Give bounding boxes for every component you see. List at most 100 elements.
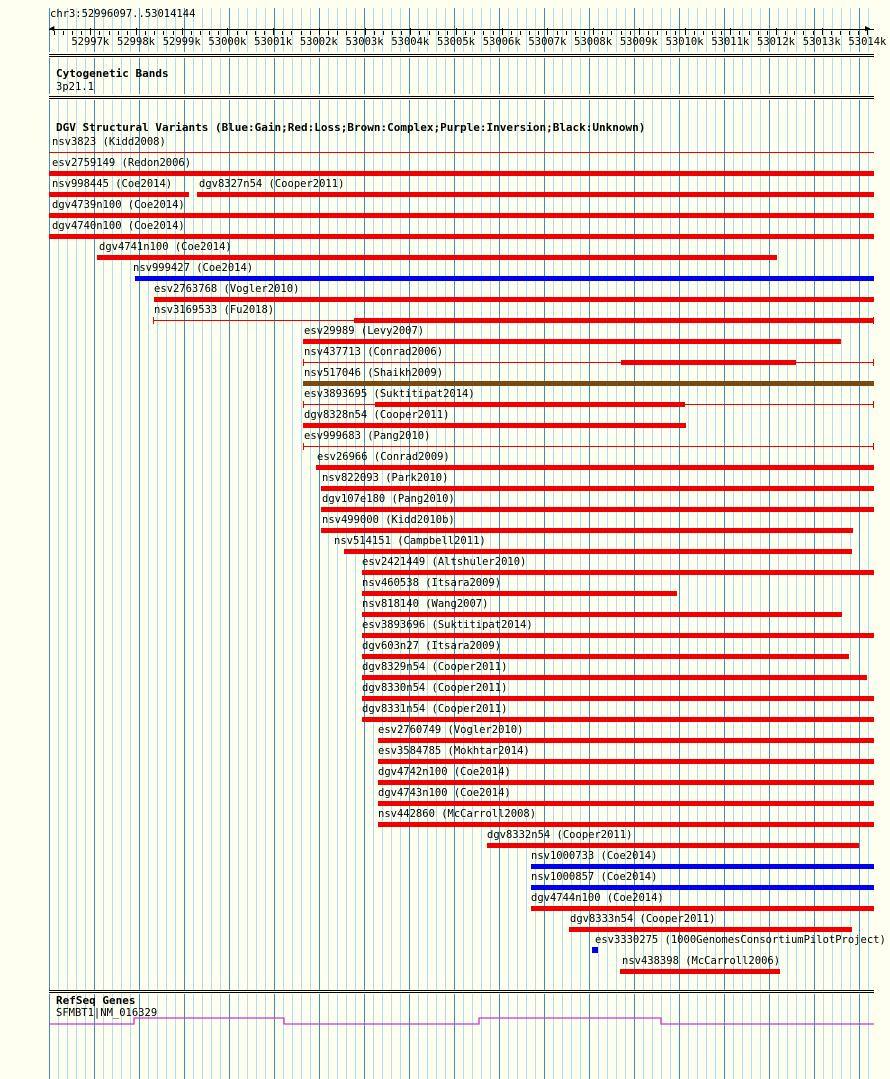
variant-bar[interactable] (531, 906, 874, 911)
variant-row[interactable]: nsv499000 (Kidd2010b) (49, 514, 874, 535)
variant-row[interactable]: esv3330275 (1000GenomesConsortiumPilotPr… (49, 934, 886, 955)
variant-bar[interactable] (378, 759, 874, 764)
variant-bar[interactable] (620, 969, 780, 974)
variant-row[interactable]: nsv1000733 (Coe2014) (49, 850, 874, 871)
variant-thin-line[interactable] (303, 362, 874, 363)
variant-row[interactable]: nsv818140 (Wang2007) (49, 598, 874, 619)
variant-bar[interactable] (378, 801, 874, 806)
variant-row[interactable]: nsv1000857 (Coe2014) (49, 871, 874, 892)
variant-row[interactable]: esv2760749 (Vogler2010) (49, 724, 874, 745)
variant-bar[interactable] (378, 822, 874, 827)
variant-row[interactable]: esv3584785 (Mokhtar2014) (49, 745, 874, 766)
ruler-major-tick (273, 28, 275, 35)
ruler-minor-tick (373, 31, 375, 35)
variant-row[interactable]: dgv8330n54 (Cooper2011) (49, 682, 874, 703)
variant-row[interactable]: nsv3169533 (Fu2018) (49, 304, 874, 325)
ruler-minor-tick (346, 31, 348, 35)
variant-row[interactable]: nsv998445 (Coe2014) (49, 178, 874, 199)
ruler-minor-tick (529, 31, 531, 35)
ruler-major-tick (410, 28, 412, 35)
variant-bar[interactable] (321, 528, 853, 533)
variant-bar[interactable] (321, 486, 874, 491)
ruler-minor-tick (172, 31, 174, 35)
variant-bar[interactable] (378, 738, 874, 743)
variant-bar[interactable] (49, 192, 189, 197)
variant-row[interactable]: nsv442860 (McCarroll2008) (49, 808, 874, 829)
variant-row[interactable]: esv3893695 (Suktitipat2014) (49, 388, 874, 409)
variant-bar[interactable] (362, 633, 874, 638)
variant-row[interactable]: nsv822093 (Park2010) (49, 472, 874, 493)
variant-label: dgv8332n54 (Cooper2011) (487, 829, 633, 841)
variant-bar[interactable] (49, 213, 874, 218)
variant-label: nsv1000857 (Coe2014) (531, 871, 658, 883)
variant-segment-bar[interactable] (375, 402, 685, 407)
variant-point-marker[interactable] (592, 947, 598, 953)
variant-bar[interactable] (362, 612, 842, 617)
ruler-tick-label: 52997k (71, 36, 110, 48)
variant-bar[interactable] (531, 864, 874, 869)
variant-bar[interactable] (362, 696, 874, 701)
variant-row[interactable]: nsv460538 (Itsara2009) (49, 577, 874, 598)
variant-bar[interactable] (362, 570, 874, 575)
variant-bar[interactable] (303, 339, 841, 344)
variant-bar[interactable] (362, 717, 874, 722)
variant-bar[interactable] (97, 255, 777, 260)
variant-row[interactable]: dgv4741n100 (Coe2014) (49, 241, 874, 262)
variant-label: nsv517046 (Shaikh2009) (304, 367, 444, 379)
variant-row[interactable]: nsv437713 (Conrad2006) (49, 346, 874, 367)
variant-row[interactable]: dgv4742n100 (Coe2014) (49, 766, 874, 787)
variant-row[interactable]: dgv4743n100 (Coe2014) (49, 787, 874, 808)
variant-bar[interactable] (197, 192, 874, 197)
variant-bar[interactable] (49, 234, 874, 239)
variant-row[interactable]: esv999683 (Pang2010) (49, 430, 874, 451)
variant-row[interactable]: esv2763768 (Vogler2010) (49, 283, 874, 304)
variant-bar[interactable] (569, 927, 852, 932)
variant-row[interactable]: esv3893696 (Suktitipat2014) (49, 619, 874, 640)
variant-bar[interactable] (362, 591, 677, 596)
variant-row[interactable]: dgv8328n54 (Cooper2011) (49, 409, 874, 430)
variant-row[interactable]: dgv8331n54 (Cooper2011) (49, 703, 874, 724)
variant-row[interactable]: dgv603n27 (Itsara2009) (49, 640, 874, 661)
refseq-transcript-line[interactable] (49, 1017, 874, 1025)
variant-row[interactable]: dgv107e180 (Pang2010) (49, 493, 874, 514)
variant-row[interactable]: dgv8333n54 (Cooper2011) (49, 913, 874, 934)
variant-thin-line[interactable] (49, 152, 874, 153)
variant-bar[interactable] (487, 843, 859, 848)
variant-bar[interactable] (303, 381, 874, 386)
variant-row[interactable]: dgv4740n100 (Coe2014) (49, 220, 874, 241)
variant-bar[interactable] (49, 171, 874, 176)
ruler-minor-tick (657, 31, 659, 35)
variant-row[interactable]: dgv8332n54 (Cooper2011) (49, 829, 874, 850)
ruler-minor-tick (126, 31, 128, 35)
variant-label: dgv4742n100 (Coe2014) (378, 766, 511, 778)
variant-bar[interactable] (316, 465, 874, 470)
variant-bar[interactable] (531, 885, 874, 890)
variant-segment-bar[interactable] (621, 360, 796, 365)
variant-row[interactable]: esv2421449 (Altshuler2010) (49, 556, 874, 577)
variant-row[interactable]: esv26966 (Conrad2009) (49, 451, 874, 472)
variant-row[interactable]: nsv999427 (Coe2014) (49, 262, 874, 283)
variant-row[interactable]: dgv4739n100 (Coe2014) (49, 199, 874, 220)
variant-bar[interactable] (321, 507, 874, 512)
variant-thin-line[interactable] (303, 446, 874, 447)
variant-segment-bar[interactable] (354, 318, 874, 323)
variant-label: esv2763768 (Vogler2010) (154, 283, 300, 295)
refseq-gene-model[interactable] (49, 1014, 874, 1030)
variant-bar[interactable] (303, 423, 686, 428)
ruler-minor-tick (428, 31, 430, 35)
variant-bar[interactable] (362, 675, 867, 680)
variant-bar[interactable] (362, 654, 849, 659)
variant-row[interactable]: esv29989 (Levy2007) (49, 325, 874, 346)
variant-row[interactable]: dgv8329n54 (Cooper2011) (49, 661, 874, 682)
variant-bar[interactable] (135, 276, 874, 281)
variant-bar[interactable] (154, 297, 874, 302)
variant-row[interactable]: dgv8327n54 (Cooper2011) (49, 178, 874, 199)
variant-row[interactable]: nsv514151 (Campbell2011) (49, 535, 874, 556)
variant-row[interactable]: esv2759149 (Redon2006) (49, 157, 874, 178)
variant-row[interactable]: nsv517046 (Shaikh2009) (49, 367, 874, 388)
variant-bar[interactable] (344, 549, 852, 554)
variant-row[interactable]: nsv3823 (Kidd2008) (49, 136, 874, 157)
variant-row[interactable]: nsv438398 (McCarroll2006) (49, 955, 874, 976)
variant-bar[interactable] (378, 780, 874, 785)
variant-row[interactable]: dgv4744n100 (Coe2014) (49, 892, 874, 913)
